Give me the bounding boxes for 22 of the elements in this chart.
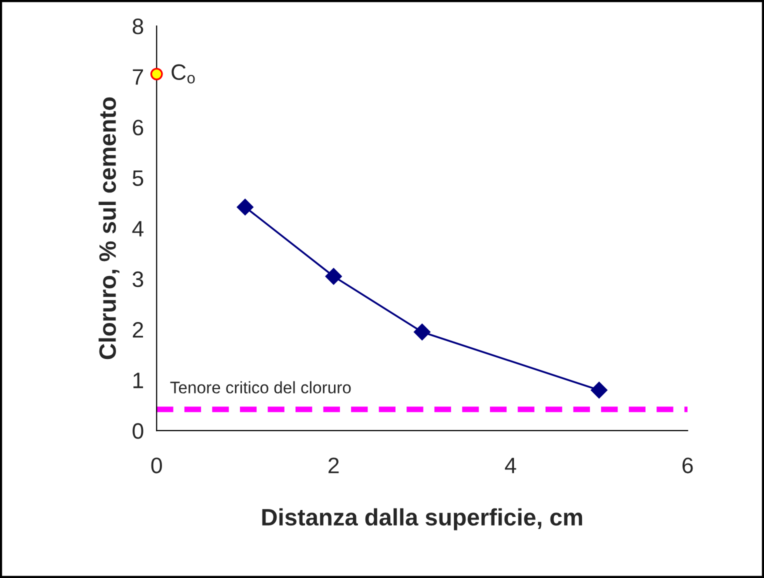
point — [590, 382, 608, 399]
y-tick-label: 4 — [132, 221, 144, 236]
point — [325, 268, 342, 285]
x-axis-title: Distanza dalla superficie, cm — [262, 508, 582, 530]
y-tick-label: 3 — [132, 271, 144, 288]
point — [150, 68, 163, 80]
x-tick-label: 2 — [328, 458, 339, 474]
x-tick-label: 0 — [151, 458, 162, 474]
point — [414, 324, 430, 340]
ref-line-label: Tenore critico del cloruro — [170, 381, 351, 394]
y-axis-title: Cloruro, % sul cemento — [98, 97, 120, 360]
y-tick-label: 1 — [133, 372, 144, 388]
y-tick-label: 0 — [132, 423, 144, 439]
x-tick-label: 4 — [504, 458, 516, 474]
y-tick-label: 5 — [132, 170, 144, 186]
y-tick-label: 2 — [132, 322, 144, 338]
y-tick-label: 8 — [132, 18, 144, 34]
y-tick-label: 7 — [132, 69, 144, 85]
annotation: C$_{o}$ — [172, 64, 195, 84]
x-tick-label: 6 — [682, 458, 693, 474]
y-tick-label: 6 — [132, 120, 144, 136]
point — [236, 198, 254, 216]
